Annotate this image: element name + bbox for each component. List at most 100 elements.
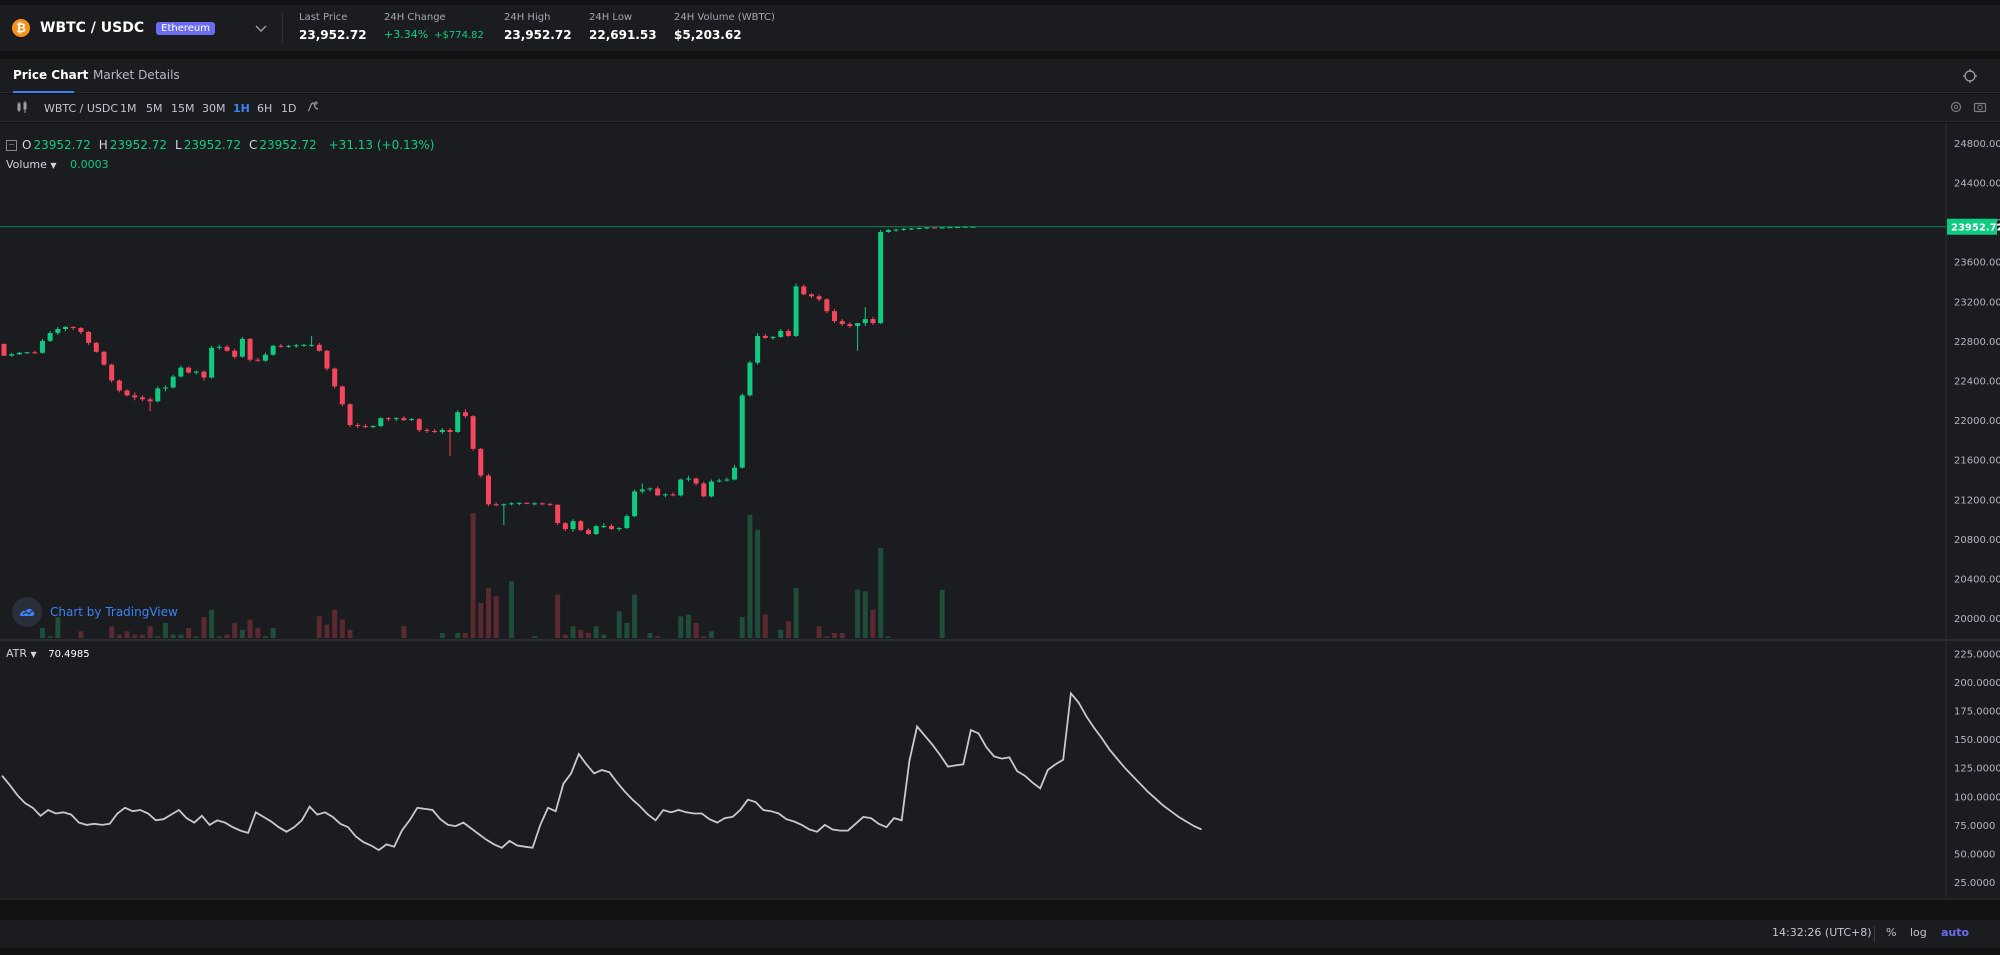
change-amount: +$774.82	[434, 30, 484, 41]
price-axis-tick: 24400.00	[1954, 178, 2000, 189]
candle-body	[862, 319, 868, 324]
candle-body	[393, 418, 399, 420]
price-chart-svg[interactable]: 24800.0024400.0024000.0023600.0023200.00…	[0, 123, 2000, 916]
candle-body	[931, 227, 937, 229]
candle-body	[78, 328, 84, 332]
settings-icon[interactable]	[1949, 100, 1963, 114]
volume-bar	[401, 626, 407, 638]
candle-body	[585, 530, 591, 535]
candle-body	[532, 503, 538, 505]
candle-body	[678, 479, 684, 496]
fullscreen-icon[interactable]	[1962, 68, 1978, 84]
candle-body	[924, 227, 930, 229]
volume-bar	[209, 609, 215, 638]
interval-1h[interactable]: 1H	[233, 102, 250, 115]
candle-body	[186, 367, 192, 373]
price-pane	[0, 123, 1944, 639]
stat-value: 23,952.72	[299, 28, 367, 42]
tab-market-details[interactable]: Market Details	[93, 68, 180, 82]
atr-axis-tick: 50.0000	[1954, 850, 1995, 861]
auto-scale-button[interactable]: auto	[1941, 926, 1970, 939]
divider	[1874, 926, 1875, 942]
volume-bar	[785, 621, 791, 638]
interval-1m[interactable]: 1M	[120, 102, 137, 115]
candle-body	[9, 354, 15, 356]
volume-bar	[339, 619, 345, 638]
indicators-icon[interactable]	[306, 100, 320, 114]
volume-bar	[701, 636, 707, 638]
candle-body	[908, 228, 914, 230]
interval-30m[interactable]: 30M	[202, 102, 226, 115]
collapse-icon[interactable]: −	[6, 139, 17, 151]
candle-body	[347, 404, 353, 426]
symbol-button[interactable]: WBTC / USDC	[44, 102, 119, 115]
candle-body	[916, 227, 922, 229]
candle-body	[816, 296, 822, 300]
atr-value: 70.4985	[48, 649, 90, 660]
volume-bar	[270, 628, 276, 638]
volume-bar	[593, 626, 599, 638]
candle-body	[170, 376, 176, 388]
log-scale-button[interactable]: log	[1910, 926, 1927, 939]
volume-bar	[762, 614, 768, 638]
volume-bar	[855, 589, 861, 638]
candle-body	[624, 516, 630, 529]
candle-body	[409, 419, 415, 421]
volume-bar	[324, 624, 330, 638]
candle-body	[947, 227, 953, 229]
active-tab-indicator	[13, 91, 74, 93]
volume-bar	[55, 617, 61, 638]
candle-body	[47, 332, 53, 341]
interval-6h[interactable]: 6H	[257, 102, 273, 115]
atr-legend[interactable]: ATR ▼ 70.4985	[6, 647, 90, 660]
percent-scale-button[interactable]: %	[1886, 926, 1897, 939]
tradingview-link[interactable]: Chart by TradingView	[50, 605, 178, 619]
price-axis-tick: 21600.00	[1954, 456, 2000, 467]
atr-label: ATR	[6, 647, 28, 660]
candle-body	[824, 299, 830, 312]
chevron-down-icon[interactable]	[254, 21, 268, 35]
volume-bar	[132, 634, 138, 638]
candle-body	[701, 483, 707, 497]
volume-legend[interactable]: Volume ▼ 0.0003	[6, 158, 109, 171]
volume-bar	[109, 626, 115, 638]
candle-body	[139, 397, 145, 400]
volume-bar	[124, 631, 130, 638]
last-price-tag	[1947, 218, 1997, 235]
stat-value: 22,691.53	[589, 28, 657, 42]
caret-down-icon[interactable]: ▼	[50, 161, 57, 170]
interval-1d[interactable]: 1D	[281, 102, 297, 115]
volume-bar	[255, 628, 261, 638]
candle-body	[609, 526, 615, 530]
candle-body	[547, 503, 553, 505]
volume-bar	[862, 591, 868, 638]
high-label: H	[98, 138, 108, 152]
volume-bar	[139, 634, 145, 638]
candle-body	[893, 229, 899, 231]
pair-name: WBTC / USDC	[40, 20, 145, 36]
pair-selector[interactable]: ₿ WBTC / USDC Ethereum	[0, 5, 282, 51]
tab-price-chart[interactable]: Price Chart	[13, 68, 89, 82]
caret-down-icon[interactable]: ▼	[30, 650, 37, 659]
candle-body	[570, 521, 576, 530]
chart-area[interactable]: 24800.0024400.0024000.0023600.0023200.00…	[0, 123, 2000, 916]
low-value: 23952.72	[183, 138, 241, 152]
interval-15m[interactable]: 15M	[171, 102, 195, 115]
candle-body	[55, 329, 61, 333]
price-axis-tick: 22000.00	[1954, 416, 2000, 427]
candle-body	[901, 228, 907, 230]
volume-bar	[739, 617, 745, 638]
candle-body	[386, 418, 391, 420]
candle-body	[708, 481, 714, 497]
chart-bottom-bar: 14:32:26 (UTC+8) % log auto	[0, 920, 2000, 948]
candle-body	[416, 419, 422, 431]
volume-bar	[655, 636, 661, 638]
tradingview-badge[interactable]: Chart by TradingView	[12, 597, 178, 627]
chart-type-icon[interactable]	[15, 100, 29, 114]
interval-5m[interactable]: 5M	[146, 102, 163, 115]
candle-body	[432, 431, 438, 433]
candle-body	[278, 345, 284, 347]
candle-body	[39, 340, 45, 353]
volume-bar	[116, 634, 122, 638]
camera-icon[interactable]	[1973, 100, 1987, 114]
